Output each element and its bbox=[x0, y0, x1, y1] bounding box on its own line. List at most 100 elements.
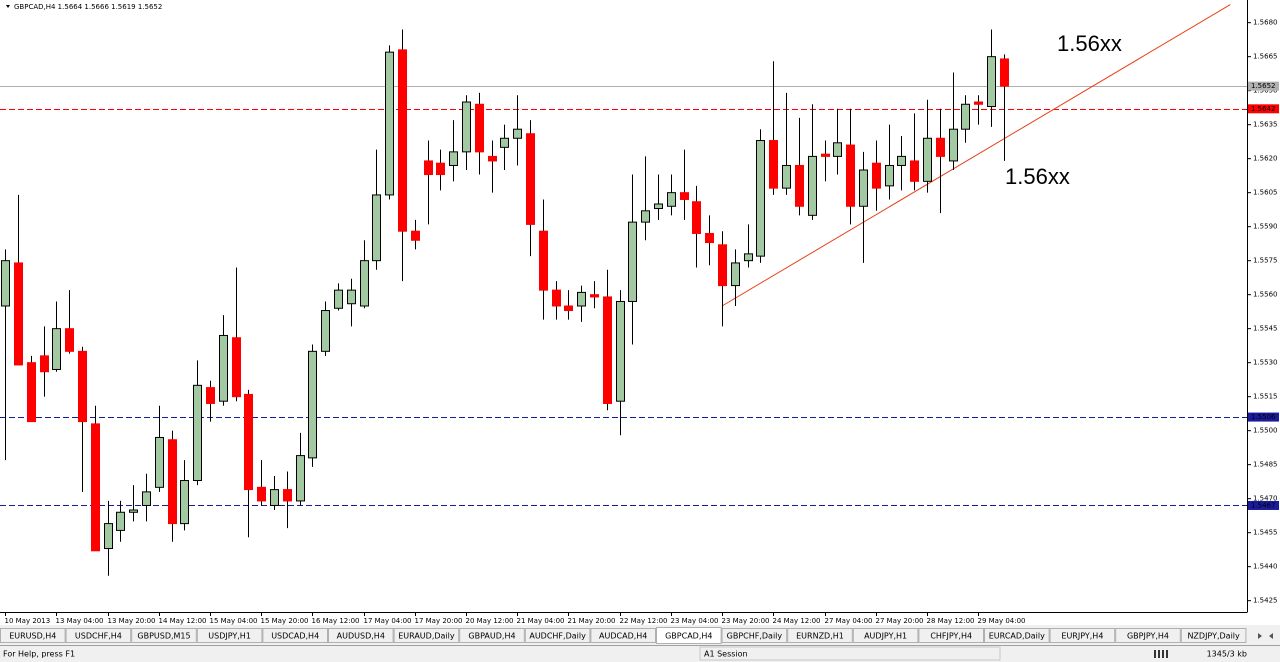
candle-body bbox=[488, 155, 497, 162]
tab[interactable] bbox=[787, 628, 853, 643]
tab[interactable] bbox=[65, 628, 132, 643]
candle-body bbox=[667, 192, 676, 207]
candle-body bbox=[577, 291, 586, 307]
tab[interactable] bbox=[852, 628, 919, 643]
tab-label[interactable]: EURCAD,Daily bbox=[989, 632, 1045, 641]
tab[interactable] bbox=[524, 628, 591, 643]
tab[interactable] bbox=[262, 628, 328, 643]
candle bbox=[872, 140, 881, 211]
candle-body bbox=[513, 128, 522, 139]
candle-body bbox=[872, 162, 881, 189]
price-level-tag bbox=[1248, 500, 1279, 510]
candle-body bbox=[897, 155, 906, 166]
candle-body bbox=[833, 142, 842, 157]
tab[interactable] bbox=[131, 628, 197, 643]
tab-label[interactable]: CHFJPY,H4 bbox=[930, 632, 972, 641]
candle bbox=[564, 290, 573, 320]
tab[interactable] bbox=[459, 628, 525, 643]
y-tick-label: 1.5635 bbox=[1253, 121, 1278, 129]
candle bbox=[296, 432, 305, 506]
candle-body bbox=[564, 305, 573, 312]
candle bbox=[795, 117, 804, 216]
y-tick-label: 1.5530 bbox=[1253, 359, 1278, 367]
candle-body bbox=[411, 230, 420, 241]
candle bbox=[116, 500, 125, 542]
y-tick-label: 1.5470 bbox=[1253, 495, 1278, 503]
tab-label[interactable]: USDCHF,H4 bbox=[75, 632, 122, 641]
candle-body bbox=[206, 387, 215, 404]
tab-label[interactable]: AUDUSD,H4 bbox=[337, 632, 385, 641]
tab[interactable] bbox=[1115, 628, 1181, 643]
candle bbox=[168, 430, 177, 542]
tab-label[interactable]: USDCAD,H4 bbox=[271, 632, 319, 641]
candle bbox=[334, 283, 343, 311]
candle bbox=[910, 113, 919, 191]
tab-label[interactable]: AUDCAD,H4 bbox=[599, 632, 647, 641]
x-tick-label: 23 May 04:00 bbox=[671, 617, 719, 625]
candle bbox=[782, 92, 791, 195]
price-level-label: 1.5652 bbox=[1251, 82, 1276, 90]
candle-body bbox=[372, 194, 381, 262]
candle bbox=[616, 290, 625, 436]
x-tick-label: 10 May 2013 bbox=[5, 617, 51, 625]
candle-body bbox=[385, 51, 394, 196]
candle bbox=[718, 231, 727, 327]
candle-body bbox=[552, 289, 561, 307]
tab-label[interactable]: GBPJPY,H4 bbox=[1127, 632, 1169, 641]
candle-body bbox=[987, 56, 996, 108]
y-tick-label: 1.5620 bbox=[1253, 155, 1278, 163]
tab-label[interactable]: EURNZD,H1 bbox=[796, 632, 844, 641]
tab[interactable] bbox=[1049, 628, 1116, 643]
tab-label[interactable]: NZDJPY,Daily bbox=[1187, 632, 1240, 641]
x-tick-label: 24 May 12:00 bbox=[773, 617, 821, 625]
candle-body bbox=[232, 337, 241, 398]
tab[interactable] bbox=[656, 627, 722, 644]
candle bbox=[577, 285, 586, 322]
candle bbox=[27, 355, 36, 423]
candle bbox=[859, 151, 868, 263]
candle-body bbox=[142, 491, 151, 506]
candle-body bbox=[769, 140, 778, 189]
tab-label[interactable]: AUDCHF,Daily bbox=[529, 632, 586, 641]
candle-body bbox=[923, 137, 932, 182]
candle-body bbox=[680, 192, 689, 200]
candle bbox=[321, 301, 330, 356]
x-tick-label: 22 May 12:00 bbox=[620, 617, 668, 625]
candle bbox=[846, 108, 855, 225]
tab-label[interactable]: GBPAUD,H4 bbox=[468, 632, 515, 641]
tab-label[interactable]: GBPCAD,H4 bbox=[665, 632, 712, 641]
x-tick-label: 29 May 04:00 bbox=[978, 617, 1026, 625]
tab-label[interactable]: USDJPY,H1 bbox=[208, 632, 251, 641]
tab-label[interactable]: GBPUSD,M15 bbox=[137, 632, 190, 641]
candle bbox=[424, 140, 433, 225]
candle bbox=[897, 136, 906, 191]
candle-body bbox=[910, 160, 919, 182]
tab-scroll[interactable] bbox=[1258, 633, 1273, 639]
tab[interactable] bbox=[984, 628, 1050, 643]
tab[interactable] bbox=[1180, 628, 1247, 643]
tab[interactable] bbox=[918, 628, 985, 643]
tab[interactable] bbox=[590, 628, 657, 643]
menu-arrow[interactable] bbox=[6, 5, 10, 8]
candle bbox=[769, 61, 778, 195]
tab-label[interactable]: AUDJPY,H1 bbox=[864, 632, 907, 641]
tab-label[interactable]: EURAUD,Daily bbox=[398, 632, 455, 641]
candle-body bbox=[155, 436, 164, 488]
tab[interactable] bbox=[721, 628, 788, 643]
tab[interactable] bbox=[328, 628, 394, 643]
tab[interactable] bbox=[196, 628, 263, 643]
tab[interactable] bbox=[393, 628, 460, 643]
candle-body bbox=[590, 294, 599, 298]
x-tick-label: 17 May 04:00 bbox=[364, 617, 412, 625]
candle-body bbox=[808, 155, 817, 216]
y-tick-label: 1.5425 bbox=[1253, 597, 1278, 605]
candle bbox=[219, 315, 228, 406]
tab-label[interactable]: EURUSD,H4 bbox=[9, 632, 56, 641]
tab-label[interactable]: GBPCHF,Daily bbox=[727, 632, 783, 641]
candle bbox=[65, 290, 74, 354]
y-tick-label: 1.5665 bbox=[1253, 53, 1278, 61]
candle bbox=[257, 460, 266, 506]
tab[interactable] bbox=[0, 628, 66, 643]
tab-label[interactable]: EURJPY,H4 bbox=[1061, 632, 1103, 641]
candle bbox=[411, 219, 420, 250]
